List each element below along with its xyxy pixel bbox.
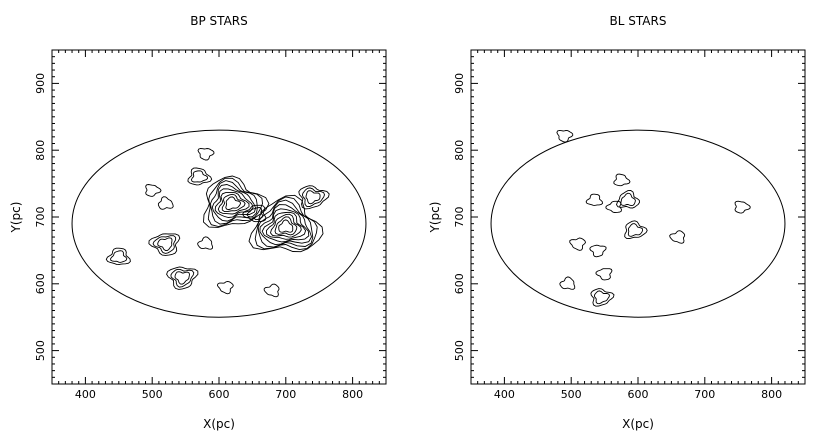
contour-line — [257, 199, 314, 248]
contour-line — [556, 129, 574, 143]
contour-line — [620, 192, 636, 207]
contour-line — [166, 266, 199, 290]
x-axis-label: X(pc) — [622, 417, 654, 431]
contour-line — [261, 208, 310, 243]
x-tick-label: 500 — [142, 388, 163, 401]
y-tick-label: 700 — [34, 207, 47, 228]
contour-line — [595, 268, 613, 281]
contour-line — [734, 200, 751, 214]
contour-line — [627, 223, 644, 237]
contour-line — [263, 283, 280, 298]
contour-line — [605, 200, 622, 213]
y-axis-label: Y(pc) — [428, 202, 442, 234]
y-tick-label: 800 — [34, 140, 47, 161]
contour-line — [217, 281, 234, 295]
contour-line — [613, 173, 631, 187]
bp-stars-panel: BP STARS 400 500 600 700 800500600700800900 … — [9, 14, 387, 431]
y-tick-label: 700 — [453, 207, 466, 228]
plot-frame — [470, 49, 806, 385]
contour-line — [246, 207, 264, 221]
contour-line — [207, 177, 263, 227]
contour-line — [157, 196, 174, 210]
contour-line — [590, 288, 615, 307]
x-tick-label: 600 — [209, 388, 230, 401]
x-axis-label: X(pc) — [203, 417, 235, 431]
contour-line — [190, 170, 208, 183]
contour-line — [259, 204, 312, 246]
contour-line — [105, 247, 131, 266]
contour-line — [152, 235, 177, 254]
contour-line — [174, 271, 190, 285]
contour-line — [274, 216, 298, 236]
y-tick-label: 500 — [453, 340, 466, 361]
contour-line — [265, 211, 307, 240]
x-tick-label: 500 — [561, 388, 582, 401]
contour-line — [110, 250, 128, 263]
y-tick-label: 800 — [453, 140, 466, 161]
contour-line — [211, 184, 257, 222]
x-tick-label: 400 — [75, 388, 96, 401]
contour-line — [589, 244, 607, 258]
contour-line — [214, 188, 254, 218]
contour-line — [616, 190, 640, 209]
x-tick-label: 800 — [342, 388, 363, 401]
contour-line — [585, 193, 603, 206]
contour-line — [559, 276, 576, 290]
y-tick-label: 900 — [34, 73, 47, 94]
region-ellipse — [71, 129, 367, 318]
contour-line — [217, 191, 250, 215]
contour-line — [301, 187, 325, 207]
contour-line — [624, 220, 648, 239]
contour-line — [157, 237, 173, 251]
contour-line — [270, 213, 302, 238]
contour-line — [145, 184, 162, 197]
contour-line — [569, 237, 586, 251]
panel-title: BL STARS — [610, 14, 667, 28]
x-tick-label: 700 — [694, 388, 715, 401]
contour-line — [197, 236, 213, 250]
contour-line — [669, 230, 686, 244]
contour-line — [187, 167, 213, 186]
x-tick-label: 700 — [275, 388, 296, 401]
contour-line — [278, 219, 294, 233]
y-tick-label: 600 — [453, 273, 466, 294]
x-tick-label: 800 — [761, 388, 782, 401]
plot-frame — [51, 49, 387, 385]
y-tick-label: 500 — [34, 340, 47, 361]
region-ellipse — [490, 129, 786, 318]
contour-line — [148, 233, 181, 256]
contour-line — [593, 290, 610, 305]
y-axis-label: Y(pc) — [9, 202, 23, 234]
contour-line — [248, 194, 324, 253]
contour-line — [197, 148, 215, 161]
contour-line — [170, 268, 195, 288]
contour-line — [254, 196, 318, 251]
x-tick-label: 600 — [628, 388, 649, 401]
contour-line — [242, 204, 267, 223]
y-tick-label: 900 — [453, 73, 466, 94]
contour-line — [298, 185, 330, 210]
contour-line — [225, 196, 241, 211]
panel-title: BP STARS — [190, 14, 247, 28]
contour-line — [305, 190, 321, 205]
contour-line — [210, 180, 258, 225]
bl-stars-panel: BL STARS 400 500 600 700 800500600700800900 … — [428, 14, 806, 431]
contour-line — [221, 193, 246, 213]
y-tick-label: 600 — [34, 273, 47, 294]
x-tick-label: 400 — [494, 388, 515, 401]
